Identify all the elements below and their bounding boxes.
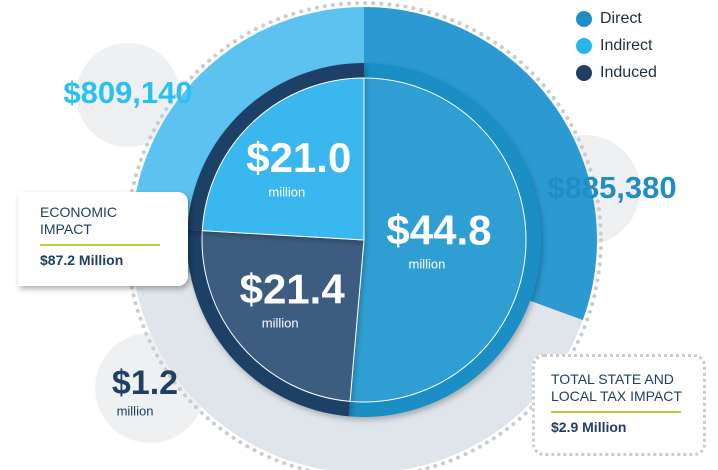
tax-callout: TOTAL STATE AND LOCAL TAX IMPACT $2.9 Mi… (532, 354, 706, 456)
slice-value-label: $21.0 (246, 134, 351, 181)
slice-unit-label: million (268, 184, 305, 199)
outer-wedge (135, 271, 583, 470)
callout-value: $87.2 Million (40, 252, 124, 268)
callout-title: ECONOMIC IMPACT (40, 204, 117, 237)
callout-value: $2.9 Million (551, 419, 627, 435)
outer-value-label: $1.2 (112, 364, 178, 402)
outer-value-label: $885,380 (547, 170, 676, 205)
pie (187, 63, 542, 418)
legend-swatch (576, 11, 592, 27)
legend-label: Direct (600, 10, 642, 27)
legend-label: Induced (600, 64, 657, 81)
outer-value-label: $809,140 (63, 75, 192, 110)
economic-callout: ECONOMIC IMPACT $87.2 Million (18, 192, 188, 286)
callout-rule (40, 244, 160, 246)
pie-slice (201, 230, 365, 402)
legend-label: Indirect (600, 37, 653, 54)
pie-slice (349, 77, 527, 403)
labels: $885,380$1.2million$809,140$44.8million$… (63, 75, 676, 418)
pie-slice (201, 77, 365, 241)
outer-unit-label: million (117, 403, 154, 418)
legend-swatch (576, 65, 592, 81)
legend-swatch (576, 38, 592, 54)
callout-title: TOTAL STATE AND LOCAL TAX IMPACT (551, 371, 682, 404)
callout-rule (551, 411, 681, 413)
slice-value-label: $44.8 (386, 206, 491, 253)
slice-unit-label: million (409, 257, 446, 272)
label-backdrop (76, 43, 180, 147)
legend: Direct Indirect Induced (576, 10, 657, 81)
slice-value-label: $21.4 (240, 265, 346, 312)
slice-unit-label: million (262, 316, 299, 331)
